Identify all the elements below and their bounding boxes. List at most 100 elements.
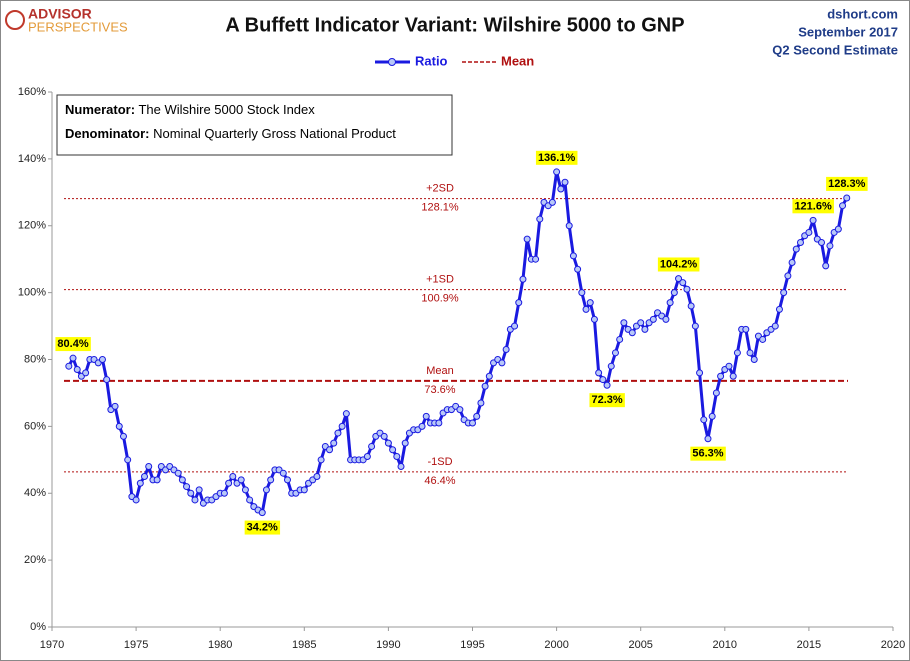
point [578, 289, 586, 297]
point [262, 486, 270, 494]
point [401, 439, 409, 447]
point [258, 509, 266, 517]
point [326, 446, 334, 454]
label-bg [826, 176, 868, 191]
y-tick-label: 60% [24, 420, 46, 432]
point [519, 275, 527, 283]
chart-title: A Buffett Indicator Variant: Wilshire 50… [225, 14, 684, 36]
point [145, 463, 153, 470]
point [279, 469, 287, 477]
point [300, 486, 308, 494]
label-bg [657, 257, 700, 272]
point [700, 416, 708, 424]
source: Q2 Second Estimate [772, 42, 898, 57]
point [511, 322, 519, 330]
point [515, 299, 523, 307]
point [750, 356, 758, 363]
point [834, 225, 842, 233]
point [788, 259, 796, 267]
point [826, 242, 834, 250]
point [607, 362, 615, 370]
label-bg [535, 150, 578, 165]
plot: 0% 20% 40% 60% 80% 100% 120% 140% 160% 1970 1975 19… [18, 86, 905, 651]
source: dshort.com [827, 6, 898, 21]
point [536, 215, 544, 223]
reference-label: 46.4% [424, 475, 455, 487]
point [746, 349, 754, 357]
y-tick-label: 120% [18, 220, 46, 232]
point [775, 305, 783, 313]
legend-label: Mean [501, 53, 534, 68]
point [389, 446, 397, 454]
point [662, 315, 670, 323]
label-bg [244, 520, 281, 535]
point [616, 335, 624, 343]
note-label: Denominator: [65, 126, 150, 141]
y-tick-label: 0% [30, 621, 46, 633]
x-tick-label: 1990 [376, 639, 400, 651]
note-box [56, 94, 453, 156]
x-tick-label: 1995 [460, 639, 484, 651]
reference-name: Mean [426, 365, 454, 377]
legend-marker [388, 58, 396, 66]
point [675, 275, 683, 283]
point [220, 489, 228, 497]
label-bg [55, 337, 91, 352]
point [334, 429, 342, 437]
point [456, 406, 464, 414]
point [124, 456, 132, 464]
x-tick-label: 2015 [797, 639, 821, 651]
point [174, 469, 182, 477]
point [725, 362, 733, 370]
point [809, 216, 817, 224]
point [796, 238, 804, 246]
point [473, 412, 481, 420]
point [641, 325, 649, 333]
point [338, 422, 346, 430]
point [687, 302, 695, 310]
value-label: 136.1% [538, 152, 576, 164]
point [679, 279, 687, 287]
note-text: Nominal Quarterly Gross National Product [150, 126, 397, 141]
note: Denominator: Nominal Quarterly Gross Nat… [65, 126, 396, 141]
x-tick-label: 1985 [292, 639, 316, 651]
x-tick-label: 1980 [208, 639, 232, 651]
point [283, 476, 291, 484]
point [119, 432, 127, 440]
point [481, 382, 489, 390]
point [330, 439, 338, 447]
point [191, 496, 199, 504]
point [65, 362, 73, 370]
point [599, 376, 607, 384]
logo-bottom: PERSPECTIVES [28, 19, 128, 34]
point [683, 285, 691, 293]
value-label: 72.3% [591, 394, 622, 406]
point [553, 168, 561, 176]
point [691, 322, 699, 330]
point [620, 319, 628, 327]
point [805, 228, 813, 236]
point [742, 325, 750, 333]
reference-label: 128.1% [421, 202, 459, 214]
reference-label: 73.6% [424, 384, 455, 396]
point [729, 372, 737, 380]
value-label: 104.2% [660, 258, 698, 270]
point [241, 486, 249, 494]
point [317, 456, 325, 464]
point [717, 372, 725, 380]
x-tick-label: 1970 [40, 639, 64, 651]
point [712, 389, 720, 397]
point [82, 369, 90, 377]
point [342, 410, 350, 418]
point [523, 235, 531, 243]
point [670, 289, 678, 297]
y-tick-label: 140% [18, 153, 46, 165]
point [229, 473, 237, 481]
point [759, 335, 767, 343]
x-tick-label: 2005 [628, 639, 652, 651]
y-tick-label: 20% [24, 554, 46, 566]
point [574, 265, 582, 273]
point [313, 473, 321, 481]
legend-label: Ratio [415, 53, 448, 68]
